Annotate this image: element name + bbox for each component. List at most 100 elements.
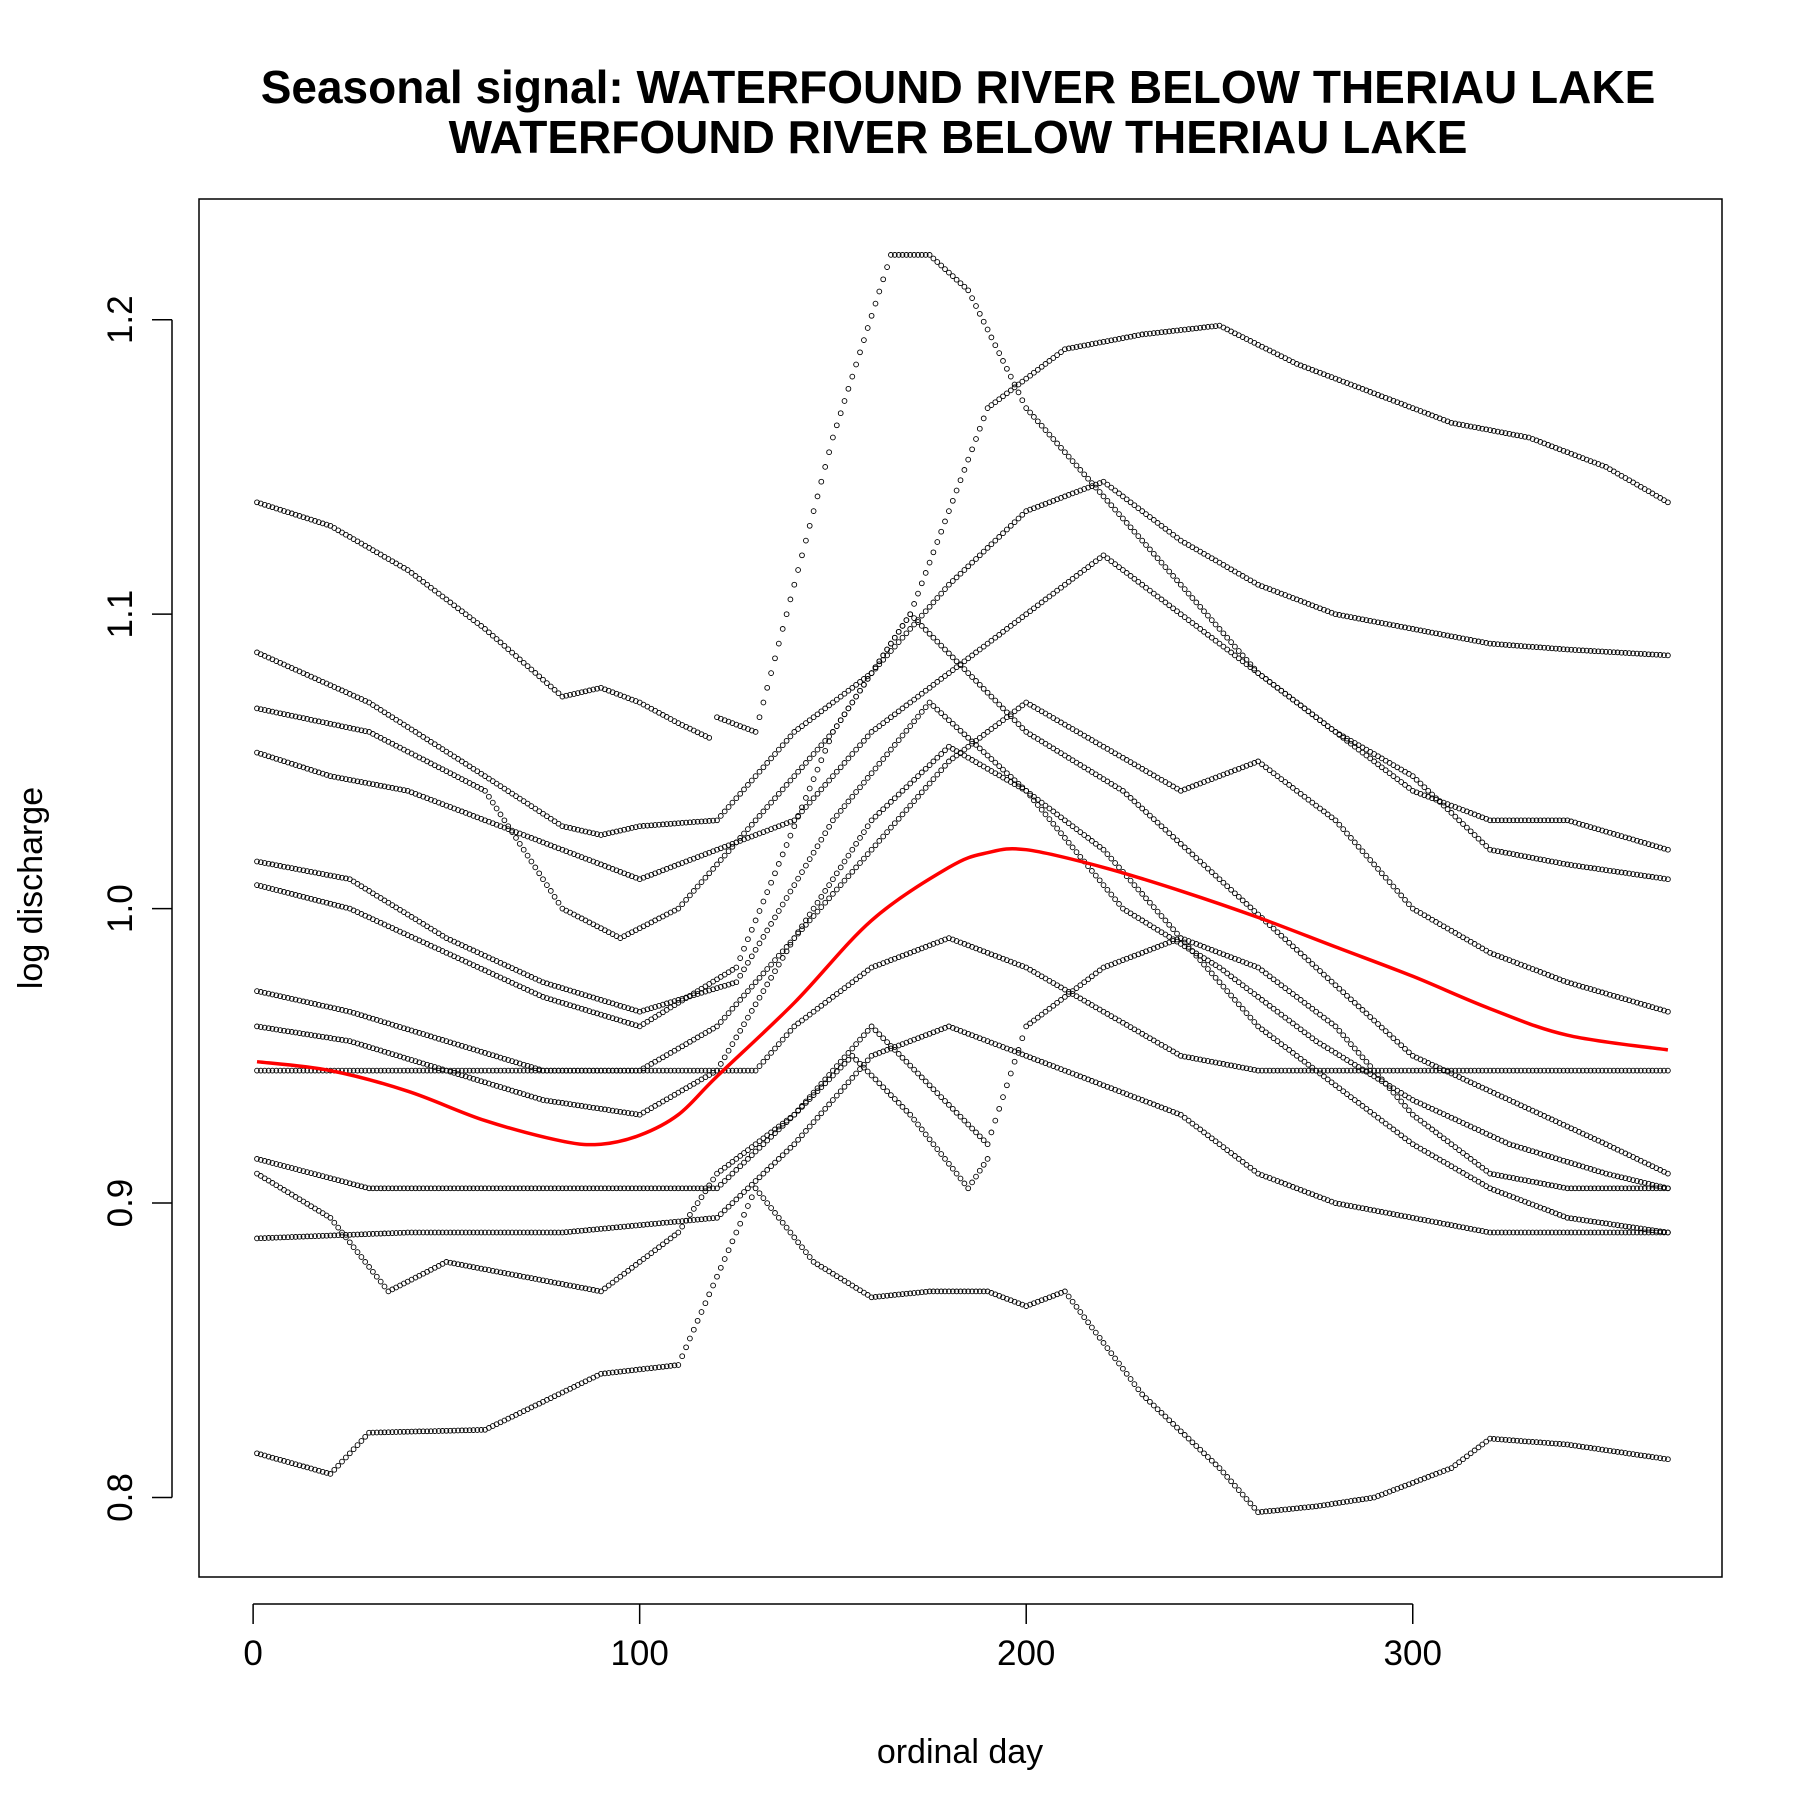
data-point [1266, 1032, 1273, 1039]
data-point [629, 1223, 635, 1229]
data-point [907, 1111, 914, 1118]
data-point [648, 1005, 655, 1011]
data-point [431, 1229, 438, 1236]
data-point [748, 1067, 755, 1074]
data-point [857, 742, 863, 749]
data-point [791, 1111, 798, 1118]
data-point [285, 1164, 291, 1170]
data-point [741, 945, 747, 952]
data-point [973, 1033, 979, 1040]
data-point [505, 1185, 512, 1192]
data-point [1506, 430, 1513, 437]
data-point [462, 1185, 469, 1192]
data-point [660, 821, 666, 828]
data-point [1170, 328, 1176, 334]
data-point [683, 819, 689, 826]
data-point [857, 784, 863, 791]
data-point [891, 1292, 898, 1298]
data-point [501, 817, 508, 824]
chart-subtitle: WATERFOUND RIVER BELOW THERIAU LAKE [449, 111, 1468, 163]
data-point [1243, 1496, 1250, 1502]
data-point [934, 1288, 941, 1295]
data-point [1549, 1182, 1555, 1189]
data-point [787, 777, 794, 784]
data-point [1208, 776, 1215, 782]
data-point [1120, 335, 1126, 341]
data-point [536, 808, 543, 815]
data-point [1290, 1184, 1296, 1190]
data-point [632, 1222, 639, 1229]
data-point [826, 997, 832, 1003]
data-point [1572, 1442, 1578, 1449]
data-point [806, 917, 813, 924]
data-point [1456, 817, 1462, 824]
data-point [265, 1453, 272, 1460]
data-point [915, 773, 921, 779]
data-point [489, 1229, 496, 1236]
data-point [586, 1067, 593, 1074]
data-point [1614, 868, 1621, 875]
data-point [327, 1004, 334, 1011]
data-point [876, 838, 883, 844]
data-point [1359, 1103, 1366, 1109]
data-point [1367, 1495, 1374, 1501]
data-point [304, 999, 311, 1006]
data-point [1193, 599, 1200, 606]
data-point [1394, 1094, 1401, 1100]
data-point [1201, 608, 1207, 615]
data-point [1286, 782, 1292, 788]
data-point [1351, 1067, 1358, 1074]
data-point [257, 706, 264, 713]
data-point [1170, 573, 1176, 579]
data-point [768, 961, 774, 968]
data-point [435, 1229, 442, 1236]
data-point [308, 895, 314, 902]
data-point [563, 1067, 570, 1074]
data-point [833, 768, 840, 775]
data-point [698, 1194, 705, 1201]
data-point [431, 741, 438, 748]
data-point [1081, 486, 1088, 492]
data-point [574, 1284, 581, 1290]
data-point [1626, 1223, 1633, 1230]
data-point [996, 631, 1003, 638]
data-point [257, 1067, 264, 1074]
data-point [292, 1234, 299, 1240]
data-point [462, 1073, 469, 1080]
data-point [1579, 1185, 1586, 1192]
data-point [1255, 758, 1261, 765]
data-point [273, 755, 280, 762]
data-point [903, 702, 910, 709]
data-point [1290, 991, 1296, 997]
data-point [1259, 673, 1265, 679]
data-point [1545, 1440, 1551, 1446]
data-point [652, 1004, 658, 1010]
data-point [702, 1067, 709, 1074]
data-point [1661, 1185, 1667, 1192]
data-point [300, 893, 307, 900]
data-point [1525, 817, 1532, 824]
data-point [957, 727, 964, 734]
data-point [1220, 967, 1227, 974]
data-point [617, 1002, 624, 1009]
data-point [984, 1038, 991, 1044]
data-point [350, 1067, 357, 1074]
data-point [957, 280, 964, 287]
data-point [1433, 630, 1439, 637]
data-point [563, 692, 570, 699]
data-point [532, 864, 539, 871]
data-point [934, 754, 941, 761]
data-point [536, 1276, 543, 1283]
data-point [1046, 431, 1053, 438]
data-point [489, 799, 496, 806]
data-point [605, 1067, 612, 1074]
data-point [1649, 651, 1656, 658]
data-point [1398, 1098, 1405, 1105]
data-point [285, 1028, 291, 1035]
data-point [617, 1185, 624, 1192]
data-point [1552, 1183, 1559, 1189]
data-point [362, 1013, 369, 1020]
data-point [1185, 1435, 1192, 1442]
data-point [1348, 1498, 1354, 1504]
data-point [818, 904, 825, 910]
